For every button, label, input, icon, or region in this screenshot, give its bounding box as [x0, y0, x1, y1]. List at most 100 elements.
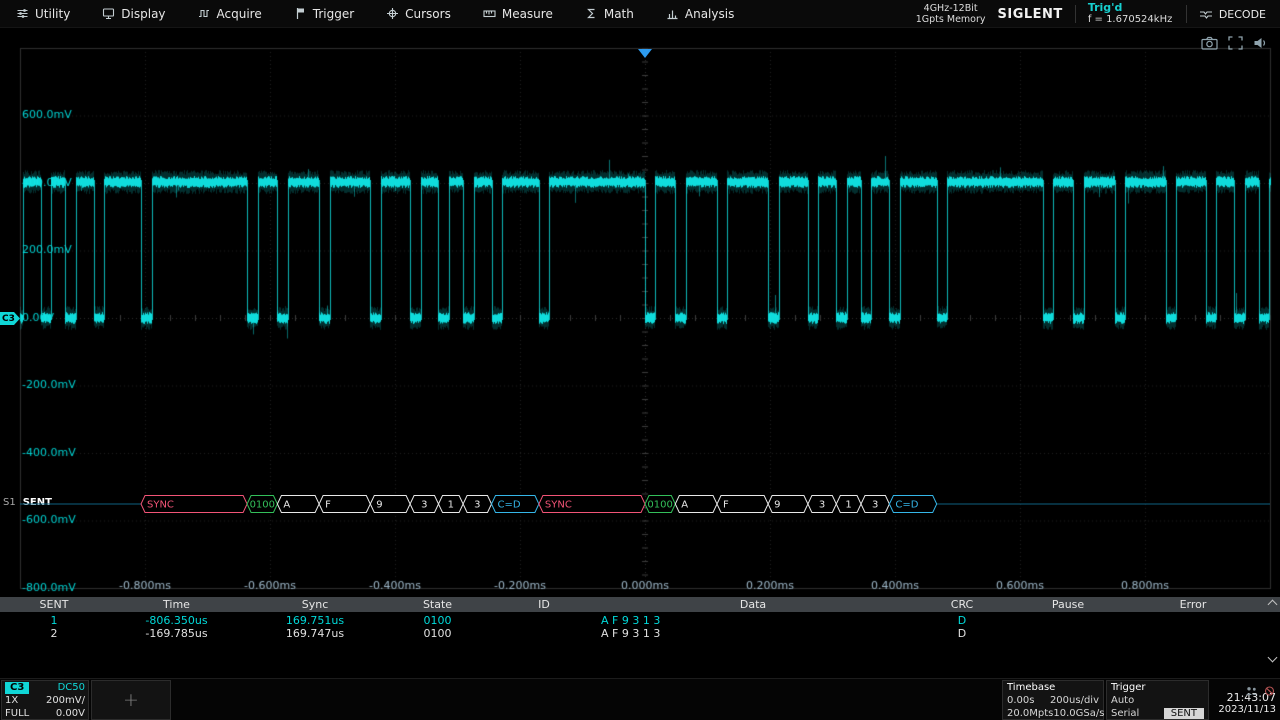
display-toolbar: [1201, 35, 1268, 54]
trigger-position-marker[interactable]: [638, 49, 652, 58]
screenshot-icon[interactable]: [1201, 35, 1218, 54]
menu-item-analysis[interactable]: Analysis: [650, 0, 750, 27]
table-header-id: ID: [490, 597, 598, 612]
timebase-panel[interactable]: Timebase 0.00s 200us/div 20.0Mpts 10.0GS…: [1002, 680, 1104, 720]
menu-item-display[interactable]: Display: [86, 0, 181, 27]
decode-button-label: DECODE: [1219, 8, 1266, 21]
decode-bus: SYNC0100AF9313C=DSYNC0100AF9313C=D: [0, 493, 1280, 515]
channel-row-1: C3 DC50: [2, 681, 88, 694]
divider: [1186, 5, 1187, 23]
decode-table-body: 1-806.350us169.751us0100A F 9 3 1 3D2-16…: [0, 612, 1280, 640]
waveform-display[interactable]: C3 S1 SENT SYNC0100AF9313C=DSYNC0100AF93…: [0, 30, 1280, 596]
trigger-frequency: f = 1.670524kHz: [1088, 14, 1174, 26]
status-bar: C3 DC50 1X 200mV/ FULL 0.00V + Timebase …: [0, 678, 1280, 720]
table-cell: D: [908, 627, 1016, 640]
clock-date: 2023/11/13: [1210, 704, 1276, 716]
decode-table: SENTTimeSyncStateIDDataCRCPauseError 1-8…: [0, 597, 1280, 665]
plus-icon: +: [123, 691, 139, 710]
menu-item-label: Math: [604, 7, 634, 21]
bus-frame-label: 3: [819, 500, 825, 511]
network-icon[interactable]: [1264, 681, 1275, 700]
trigger-title: Trigger: [1111, 681, 1204, 694]
table-cell: D: [908, 614, 1016, 627]
table-header-sync: Sync: [245, 597, 385, 612]
menu-item-math[interactable]: Math: [569, 0, 650, 27]
measure-icon: [483, 7, 496, 20]
menu-right-cluster: 4GHz-12Bit 1Gpts Memory SIGLENT Trig'd f…: [916, 0, 1274, 28]
users-icon[interactable]: [1245, 681, 1258, 700]
channel-probe: 1X: [5, 695, 18, 706]
system-info-line1: 4GHz-12Bit: [916, 3, 986, 14]
table-scroll-down[interactable]: [1269, 654, 1276, 661]
trigger-type: Serial: [1111, 707, 1139, 720]
bus-frame-label: F: [325, 500, 331, 511]
brand-logo: SIGLENT: [998, 7, 1063, 22]
table-row[interactable]: 2-169.785us169.747us0100A F 9 3 1 3D: [0, 627, 1280, 640]
menu-item-label: Utility: [35, 7, 70, 21]
decode-icon: [1199, 8, 1213, 20]
display-icon: [102, 7, 115, 20]
table-cell: 2: [0, 627, 108, 640]
channel-row-3: FULL 0.00V: [2, 707, 88, 720]
table-cell: [490, 627, 598, 640]
add-channel-panel[interactable]: +: [91, 680, 171, 720]
system-info: 4GHz-12Bit 1Gpts Memory: [916, 3, 986, 25]
table-header-data: Data: [598, 597, 908, 612]
table-cell: -169.785us: [108, 627, 245, 640]
channel-ground-label: C3: [2, 314, 15, 324]
menu-item-acquire[interactable]: Acquire: [182, 0, 278, 27]
sound-icon[interactable]: [1253, 35, 1268, 54]
menu-item-label: Display: [121, 7, 165, 21]
channel-descriptor[interactable]: C3 DC50 1X 200mV/ FULL 0.00V: [1, 680, 89, 720]
bus-frame-label: 3: [474, 500, 480, 511]
trigger-mode: Auto: [1111, 694, 1134, 707]
cursors-icon: [386, 7, 399, 20]
channel-coupling: DC50: [58, 682, 85, 693]
bus-frame-label: 0100: [647, 500, 672, 511]
bus-frame-label: 9: [774, 500, 780, 511]
decode-table-header: SENTTimeSyncStateIDDataCRCPauseError: [0, 597, 1280, 612]
table-scroll-up[interactable]: [1269, 601, 1276, 608]
channel-offset: 0.00V: [56, 708, 85, 719]
bus-frame-label: C=D: [498, 500, 521, 511]
table-cell: -806.350us: [108, 614, 245, 627]
table-cell: [1016, 627, 1120, 640]
table-cell: [1120, 614, 1266, 627]
acquire-icon: [198, 7, 211, 20]
table-cell: A F 9 3 1 3: [598, 614, 908, 627]
bus-frame-label: 0100: [250, 500, 275, 511]
channel-badge: C3: [5, 682, 29, 694]
table-cell: 0100: [385, 627, 490, 640]
menu-item-measure[interactable]: Measure: [467, 0, 569, 27]
chevron-down-icon: [1268, 653, 1278, 663]
trigger-panel[interactable]: Trigger Auto Serial SENT: [1106, 680, 1209, 720]
bus-frame-label: A: [283, 500, 290, 511]
table-header-time: Time: [108, 597, 245, 612]
menu-item-trigger[interactable]: Trigger: [278, 0, 370, 27]
bus-frame-label: 1: [448, 500, 454, 511]
decode-button[interactable]: DECODE: [1199, 8, 1274, 21]
menu-item-label: Trigger: [313, 7, 354, 21]
timebase-memory: 20.0Mpts: [1007, 707, 1053, 720]
trigger-source-badge: SENT: [1164, 708, 1204, 719]
table-cell: [490, 614, 598, 627]
channel-bandwidth: FULL: [5, 708, 29, 719]
menu-item-label: Measure: [502, 7, 553, 21]
fullscreen-icon[interactable]: [1228, 35, 1243, 54]
bus-frame-label: 3: [421, 500, 427, 511]
menu-item-cursors[interactable]: Cursors: [370, 0, 467, 27]
menu-item-label: Analysis: [685, 7, 734, 21]
table-row[interactable]: 1-806.350us169.751us0100A F 9 3 1 3D: [0, 614, 1280, 627]
chevron-up-icon: [1268, 600, 1278, 610]
menu-items: Utility Display Acquire Trigger Cursors Measu…: [0, 0, 750, 27]
bus-frame-label: SYNC: [147, 500, 174, 511]
table-cell: 169.747us: [245, 627, 385, 640]
menu-item-label: Cursors: [405, 7, 451, 21]
menu-item-utility[interactable]: Utility: [0, 0, 86, 27]
divider: [1075, 5, 1076, 23]
oscilloscope-screen: Utility Display Acquire Trigger Cursors Measu…: [0, 0, 1280, 720]
bus-frame-label: A: [681, 500, 688, 511]
channel-row-2: 1X 200mV/: [2, 694, 88, 707]
timebase-row-1: 0.00s 200us/div: [1007, 694, 1099, 707]
table-header-pause: Pause: [1016, 597, 1120, 612]
